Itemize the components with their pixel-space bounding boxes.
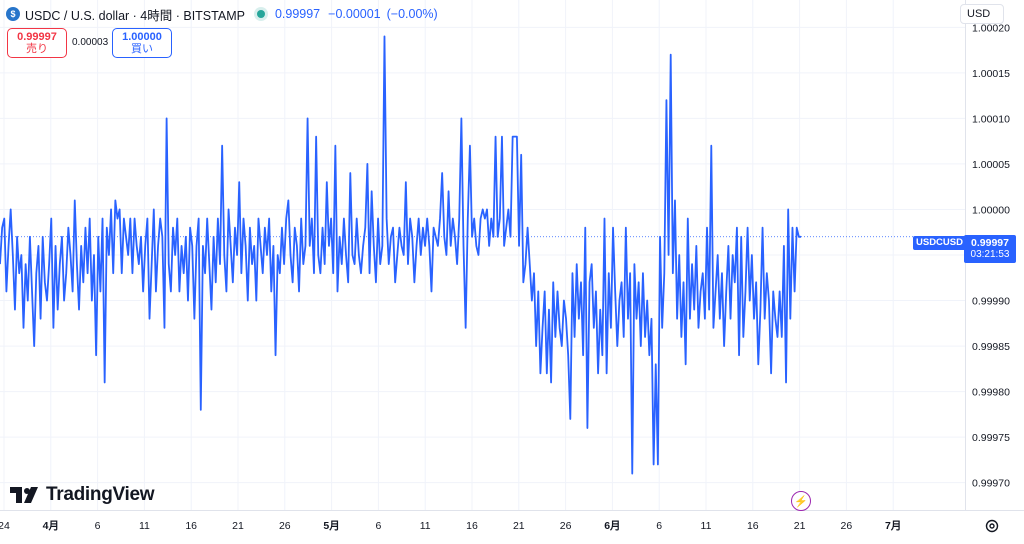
currency-select[interactable]: USD — [960, 4, 1004, 24]
y-tick-label: 0.99980 — [972, 387, 1010, 399]
y-tick-label: 1.00015 — [972, 68, 1010, 80]
buy-button[interactable]: 1.00000 買い — [112, 28, 172, 58]
bar-countdown: 03:21:53 — [970, 249, 1010, 260]
sell-button[interactable]: 0.99997 売り — [7, 28, 67, 58]
y-tick-label: 1.00000 — [972, 204, 1010, 216]
x-tick-label: 4月 — [43, 520, 59, 532]
buy-price: 1.00000 — [122, 31, 162, 43]
y-tick-label: 1.00020 — [972, 22, 1010, 34]
x-tick-label: 21 — [232, 520, 244, 532]
y-tick-label: 0.99975 — [972, 432, 1010, 444]
usdc-coin-icon[interactable]: $ — [6, 7, 20, 21]
buy-label: 買い — [131, 43, 153, 55]
y-tick-label: 0.99985 — [972, 341, 1010, 353]
x-tick-label: 26 — [841, 520, 853, 532]
last-value: 0.99997 — [274, 7, 321, 21]
brand-name: TradingView — [46, 484, 155, 505]
symbol-header: $ USDC / U.S. dollar · 4時間 · BITSTAMP 0.… — [6, 4, 438, 24]
price-series-line — [0, 35, 801, 475]
x-tick-label: 16 — [185, 520, 197, 532]
x-tick-label: 26 — [279, 520, 291, 532]
change-value: −0.00001 — [328, 7, 381, 21]
x-tick-label: 6月 — [604, 520, 620, 532]
gear-icon[interactable] — [984, 518, 1000, 534]
spread-value: 0.00003 — [72, 37, 109, 48]
x-tick-label: 7月 — [885, 520, 901, 532]
y-tick-label: 0.99970 — [972, 478, 1010, 490]
lightning-icon[interactable]: ⚡ — [791, 491, 811, 511]
current-price-label: 0.99997 03:21:53 — [964, 235, 1016, 263]
x-tick-label: 5月 — [323, 520, 339, 532]
brand-logo[interactable]: TradingView — [10, 484, 155, 506]
x-tick-label: 16 — [466, 520, 478, 532]
sell-label: 売り — [26, 43, 48, 55]
y-tick-label: 1.00005 — [972, 159, 1010, 171]
x-tick-label: 21 — [513, 520, 525, 532]
x-tick-label: 11 — [420, 520, 431, 532]
symbol-price-label: USDCUSD — [913, 236, 966, 250]
sell-price: 0.99997 — [17, 31, 57, 43]
change-percent: (−0.00%) — [386, 7, 438, 21]
x-tick-label: 11 — [701, 520, 712, 532]
y-tick-label: 1.00010 — [972, 113, 1010, 125]
x-tick-label: 6 — [375, 520, 381, 532]
x-tick-label: 6 — [95, 520, 101, 532]
x-tick-label: 26 — [560, 520, 572, 532]
x-tick-label: 16 — [747, 520, 759, 532]
x-tick-label: 21 — [794, 520, 806, 532]
market-open-dot-icon — [256, 10, 265, 18]
symbol-title[interactable]: USDC / U.S. dollar · 4時間 · BITSTAMP — [25, 8, 245, 23]
x-tick-label: 11 — [139, 520, 150, 532]
tradingview-logo-icon — [10, 487, 38, 503]
x-tick-label: 24 — [0, 520, 10, 532]
y-tick-label: 0.99990 — [972, 296, 1010, 308]
current-price: 0.99997 — [971, 237, 1009, 249]
x-tick-label: 6 — [656, 520, 662, 532]
